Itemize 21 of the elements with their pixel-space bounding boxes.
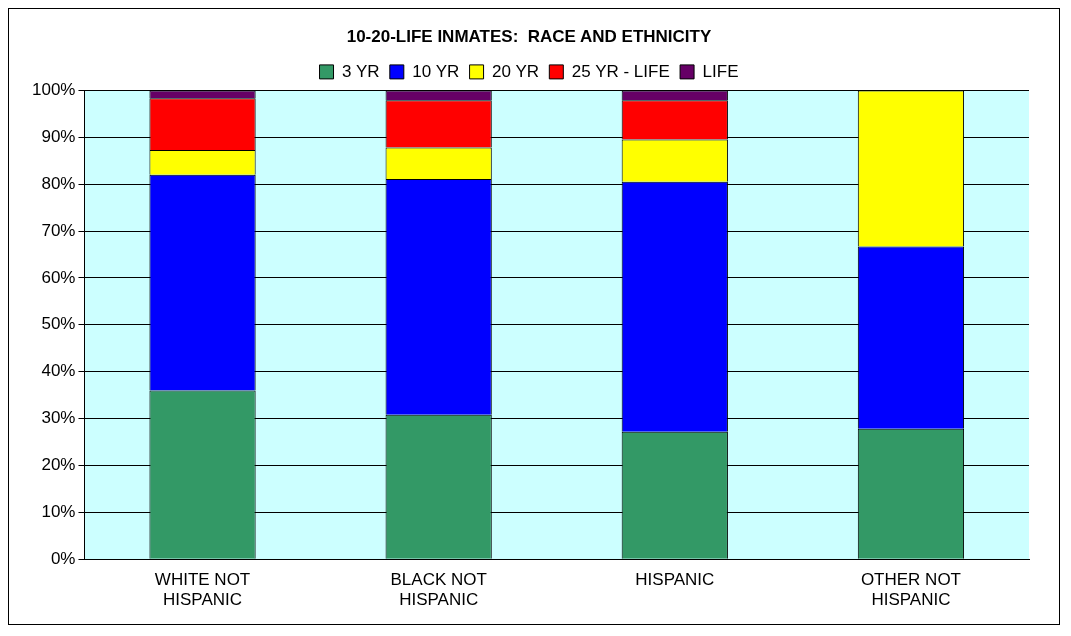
y-tick-label: 0% <box>50 548 76 568</box>
legend-label: LIFE <box>702 61 739 81</box>
y-tick-label: 80% <box>41 173 76 193</box>
x-tick-label: HISPANIC <box>635 570 715 590</box>
x-tick-label: BLACK NOT HISPANIC <box>390 570 487 610</box>
x-tick-label: OTHER NOT HISPANIC <box>860 570 961 610</box>
y-tick-label: 10% <box>41 502 76 522</box>
y-tick-label: 70% <box>41 220 76 240</box>
y-tick-label: 60% <box>41 267 76 287</box>
y-tick-label: 50% <box>41 314 76 334</box>
chart-title: 10-20-LIFE INMATES: RACE AND ETHNICITY <box>346 26 712 46</box>
y-tick-label: 100% <box>32 80 76 100</box>
x-tick-label: WHITE NOT HISPANIC <box>154 570 251 610</box>
y-tick-label: 20% <box>41 455 76 475</box>
legend-label: 3 YR <box>342 61 380 81</box>
legend-label: 10 YR <box>412 61 460 81</box>
y-tick-label: 30% <box>41 408 76 428</box>
legend-label: 20 YR <box>492 61 540 81</box>
y-tick-label: 40% <box>41 361 76 381</box>
y-tick-label: 90% <box>41 126 76 146</box>
legend-label: 25 YR - LIFE <box>571 61 670 81</box>
